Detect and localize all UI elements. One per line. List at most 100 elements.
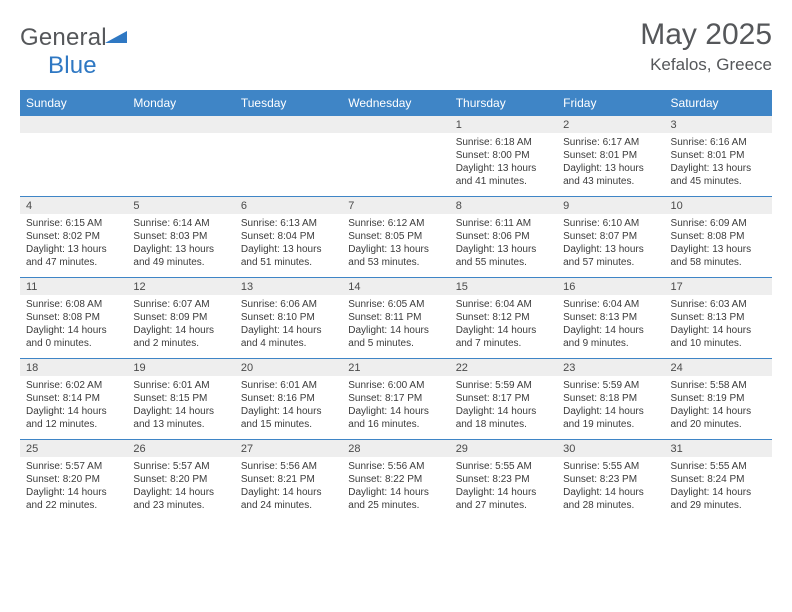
daylight-text: Daylight: 13 hours and 58 minutes. [671, 243, 766, 269]
day-body [342, 133, 449, 195]
day-body: Sunrise: 6:07 AMSunset: 8:09 PMDaylight:… [127, 295, 234, 358]
sunrise-text: Sunrise: 5:58 AM [671, 379, 766, 392]
sunrise-text: Sunrise: 5:56 AM [241, 460, 336, 473]
day-number: 13 [235, 278, 342, 295]
daylight-text: Daylight: 14 hours and 12 minutes. [26, 405, 121, 431]
day-body: Sunrise: 5:55 AMSunset: 8:23 PMDaylight:… [450, 457, 557, 520]
day-cell: 7Sunrise: 6:12 AMSunset: 8:05 PMDaylight… [342, 197, 449, 277]
day-number: 25 [20, 440, 127, 457]
daylight-text: Daylight: 14 hours and 19 minutes. [563, 405, 658, 431]
day-number: 2 [557, 116, 664, 133]
day-cell: 29Sunrise: 5:55 AMSunset: 8:23 PMDayligh… [450, 440, 557, 520]
week-row: 1Sunrise: 6:18 AMSunset: 8:00 PMDaylight… [20, 115, 772, 196]
daylight-text: Daylight: 14 hours and 22 minutes. [26, 486, 121, 512]
day-body: Sunrise: 6:10 AMSunset: 8:07 PMDaylight:… [557, 214, 664, 277]
day-cell: 23Sunrise: 5:59 AMSunset: 8:18 PMDayligh… [557, 359, 664, 439]
day-number: 12 [127, 278, 234, 295]
sunset-text: Sunset: 8:04 PM [241, 230, 336, 243]
week-row: 18Sunrise: 6:02 AMSunset: 8:14 PMDayligh… [20, 358, 772, 439]
day-body: Sunrise: 6:09 AMSunset: 8:08 PMDaylight:… [665, 214, 772, 277]
logo-text: General Blue [20, 24, 127, 80]
day-number: 20 [235, 359, 342, 376]
day-number [235, 116, 342, 133]
day-of-week-header: Tuesday [235, 92, 342, 115]
sunrise-text: Sunrise: 6:05 AM [348, 298, 443, 311]
day-body: Sunrise: 6:17 AMSunset: 8:01 PMDaylight:… [557, 133, 664, 196]
day-cell [127, 116, 234, 196]
day-cell: 3Sunrise: 6:16 AMSunset: 8:01 PMDaylight… [665, 116, 772, 196]
sunset-text: Sunset: 8:02 PM [26, 230, 121, 243]
week-row: 4Sunrise: 6:15 AMSunset: 8:02 PMDaylight… [20, 196, 772, 277]
daylight-text: Daylight: 13 hours and 55 minutes. [456, 243, 551, 269]
day-cell: 6Sunrise: 6:13 AMSunset: 8:04 PMDaylight… [235, 197, 342, 277]
daylight-text: Daylight: 14 hours and 13 minutes. [133, 405, 228, 431]
sunrise-text: Sunrise: 5:57 AM [133, 460, 228, 473]
day-cell: 19Sunrise: 6:01 AMSunset: 8:15 PMDayligh… [127, 359, 234, 439]
day-body: Sunrise: 6:03 AMSunset: 8:13 PMDaylight:… [665, 295, 772, 358]
daylight-text: Daylight: 14 hours and 28 minutes. [563, 486, 658, 512]
sunrise-text: Sunrise: 6:11 AM [456, 217, 551, 230]
day-body: Sunrise: 6:12 AMSunset: 8:05 PMDaylight:… [342, 214, 449, 277]
sunrise-text: Sunrise: 6:15 AM [26, 217, 121, 230]
sunset-text: Sunset: 8:22 PM [348, 473, 443, 486]
day-body: Sunrise: 6:13 AMSunset: 8:04 PMDaylight:… [235, 214, 342, 277]
day-cell: 30Sunrise: 5:55 AMSunset: 8:23 PMDayligh… [557, 440, 664, 520]
day-body [235, 133, 342, 195]
day-number: 29 [450, 440, 557, 457]
sunrise-text: Sunrise: 6:00 AM [348, 379, 443, 392]
day-number [127, 116, 234, 133]
sunset-text: Sunset: 8:20 PM [26, 473, 121, 486]
sunset-text: Sunset: 8:05 PM [348, 230, 443, 243]
daylight-text: Daylight: 14 hours and 20 minutes. [671, 405, 766, 431]
day-cell [235, 116, 342, 196]
day-number: 15 [450, 278, 557, 295]
sunset-text: Sunset: 8:17 PM [456, 392, 551, 405]
day-number: 14 [342, 278, 449, 295]
page-subtitle: Kefalos, Greece [640, 55, 772, 75]
daylight-text: Daylight: 13 hours and 57 minutes. [563, 243, 658, 269]
day-body: Sunrise: 6:01 AMSunset: 8:15 PMDaylight:… [127, 376, 234, 439]
day-body: Sunrise: 5:56 AMSunset: 8:21 PMDaylight:… [235, 457, 342, 520]
day-body: Sunrise: 5:59 AMSunset: 8:17 PMDaylight:… [450, 376, 557, 439]
day-number: 8 [450, 197, 557, 214]
daylight-text: Daylight: 13 hours and 41 minutes. [456, 162, 551, 188]
day-cell: 28Sunrise: 5:56 AMSunset: 8:22 PMDayligh… [342, 440, 449, 520]
day-cell: 26Sunrise: 5:57 AMSunset: 8:20 PMDayligh… [127, 440, 234, 520]
day-cell: 21Sunrise: 6:00 AMSunset: 8:17 PMDayligh… [342, 359, 449, 439]
sunset-text: Sunset: 8:08 PM [26, 311, 121, 324]
day-number: 5 [127, 197, 234, 214]
day-of-week-header-row: SundayMondayTuesdayWednesdayThursdayFrid… [20, 92, 772, 115]
day-body: Sunrise: 6:01 AMSunset: 8:16 PMDaylight:… [235, 376, 342, 439]
day-number: 23 [557, 359, 664, 376]
day-cell: 14Sunrise: 6:05 AMSunset: 8:11 PMDayligh… [342, 278, 449, 358]
sunset-text: Sunset: 8:13 PM [563, 311, 658, 324]
day-number: 3 [665, 116, 772, 133]
daylight-text: Daylight: 14 hours and 10 minutes. [671, 324, 766, 350]
day-body: Sunrise: 6:18 AMSunset: 8:00 PMDaylight:… [450, 133, 557, 196]
day-of-week-header: Monday [127, 92, 234, 115]
sunset-text: Sunset: 8:09 PM [133, 311, 228, 324]
sunrise-text: Sunrise: 6:01 AM [241, 379, 336, 392]
day-body: Sunrise: 6:04 AMSunset: 8:13 PMDaylight:… [557, 295, 664, 358]
sunset-text: Sunset: 8:20 PM [133, 473, 228, 486]
day-cell: 24Sunrise: 5:58 AMSunset: 8:19 PMDayligh… [665, 359, 772, 439]
day-cell [20, 116, 127, 196]
daylight-text: Daylight: 14 hours and 2 minutes. [133, 324, 228, 350]
day-number [20, 116, 127, 133]
title-block: May 2025 Kefalos, Greece [640, 18, 772, 75]
daylight-text: Daylight: 14 hours and 29 minutes. [671, 486, 766, 512]
sunrise-text: Sunrise: 5:55 AM [671, 460, 766, 473]
day-number: 16 [557, 278, 664, 295]
daylight-text: Daylight: 13 hours and 47 minutes. [26, 243, 121, 269]
daylight-text: Daylight: 13 hours and 49 minutes. [133, 243, 228, 269]
day-body: Sunrise: 6:15 AMSunset: 8:02 PMDaylight:… [20, 214, 127, 277]
daylight-text: Daylight: 13 hours and 43 minutes. [563, 162, 658, 188]
day-number: 19 [127, 359, 234, 376]
daylight-text: Daylight: 13 hours and 45 minutes. [671, 162, 766, 188]
page-title: May 2025 [640, 18, 772, 53]
day-cell: 17Sunrise: 6:03 AMSunset: 8:13 PMDayligh… [665, 278, 772, 358]
sunrise-text: Sunrise: 6:10 AM [563, 217, 658, 230]
day-of-week-header: Sunday [20, 92, 127, 115]
day-number: 21 [342, 359, 449, 376]
daylight-text: Daylight: 14 hours and 18 minutes. [456, 405, 551, 431]
